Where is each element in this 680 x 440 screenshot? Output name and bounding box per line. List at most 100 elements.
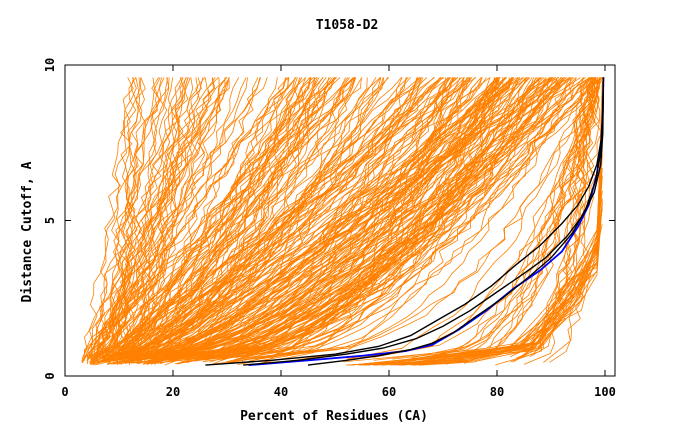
model-line	[364, 77, 604, 357]
model-line	[431, 77, 593, 357]
model-line	[241, 77, 476, 362]
model-line	[170, 77, 593, 358]
model-line	[350, 201, 603, 366]
y-tick-label: 5	[43, 217, 57, 224]
model-line	[91, 77, 468, 364]
model-line	[400, 77, 596, 362]
model-line	[90, 77, 524, 359]
model-line	[84, 77, 268, 361]
model-line	[125, 77, 278, 361]
model-line	[94, 77, 421, 366]
model-line	[131, 77, 403, 363]
y-axis-label: Distance Cutoff, A	[20, 161, 35, 302]
model-line	[136, 77, 499, 358]
model-line	[157, 77, 469, 364]
x-tick-label: 60	[382, 385, 396, 399]
model-line	[115, 77, 141, 364]
model-line	[458, 77, 592, 361]
model-line	[122, 77, 569, 363]
model-line	[122, 77, 498, 360]
model-line	[494, 77, 602, 366]
black-series-line	[243, 77, 605, 366]
chart-title: T1058-D2	[316, 18, 379, 33]
model-line	[115, 77, 206, 364]
model-line	[92, 77, 513, 365]
model-line	[119, 77, 547, 357]
model-line	[131, 77, 487, 358]
model-line	[99, 77, 155, 358]
model-line	[90, 77, 247, 361]
model-line	[164, 77, 457, 366]
model-line	[196, 77, 603, 361]
model-line	[92, 77, 187, 366]
model-line	[117, 77, 145, 364]
model-line	[161, 77, 382, 357]
model-line	[149, 77, 303, 364]
model-line	[116, 77, 134, 365]
model-line	[128, 77, 259, 364]
model-line	[176, 77, 553, 358]
model-line	[105, 77, 170, 362]
model-line	[155, 77, 296, 363]
model-line	[126, 77, 593, 361]
model-line	[90, 77, 169, 366]
model-line	[93, 77, 137, 358]
model-line	[100, 77, 551, 361]
model-line	[126, 77, 227, 366]
model-line	[89, 77, 333, 359]
model-line	[102, 77, 466, 358]
model-line	[235, 77, 538, 359]
model-line	[129, 77, 362, 358]
model-line	[82, 77, 208, 359]
model-line	[109, 77, 189, 363]
model-line	[127, 77, 248, 357]
model-line	[228, 77, 513, 358]
bulk-model-lines	[81, 77, 604, 366]
model-line	[130, 77, 461, 364]
model-line	[129, 77, 191, 360]
model-line	[81, 77, 137, 360]
model-line	[104, 77, 553, 362]
model-line	[161, 77, 363, 359]
model-line	[119, 77, 183, 358]
x-axis-label: Percent of Residues (CA)	[240, 409, 428, 424]
model-line	[159, 77, 592, 364]
model-line	[215, 77, 472, 361]
model-line	[152, 77, 585, 359]
model-line	[100, 77, 160, 359]
model-line	[236, 77, 571, 361]
model-line	[88, 77, 381, 363]
model-line	[86, 77, 184, 362]
model-line	[131, 77, 506, 360]
model-line	[118, 77, 498, 363]
model-line	[346, 77, 598, 360]
model-line	[114, 77, 336, 365]
x-axis-ticks: 0 20 40 60 80 100	[61, 65, 616, 399]
model-line	[411, 77, 596, 359]
model-line	[181, 77, 591, 362]
model-line	[120, 77, 407, 357]
model-line	[92, 77, 315, 357]
model-line	[116, 77, 202, 362]
model-line	[102, 77, 356, 357]
model-line	[150, 77, 528, 365]
model-line	[231, 77, 552, 363]
model-line	[104, 77, 428, 363]
model-line	[118, 77, 220, 357]
model-line	[118, 77, 303, 365]
model-line	[89, 77, 311, 358]
model-line	[91, 77, 354, 363]
y-tick-label: 10	[43, 58, 57, 72]
black-series-line	[205, 77, 605, 366]
model-line	[119, 77, 409, 359]
model-line	[226, 77, 465, 364]
model-line	[131, 77, 290, 363]
model-line	[123, 77, 531, 362]
model-line	[137, 77, 311, 362]
model-line	[101, 77, 173, 362]
x-tick-label: 20	[166, 385, 180, 399]
y-axis-ticks: 0 5 10	[43, 58, 615, 380]
model-line	[152, 77, 442, 360]
model-line	[96, 77, 286, 359]
